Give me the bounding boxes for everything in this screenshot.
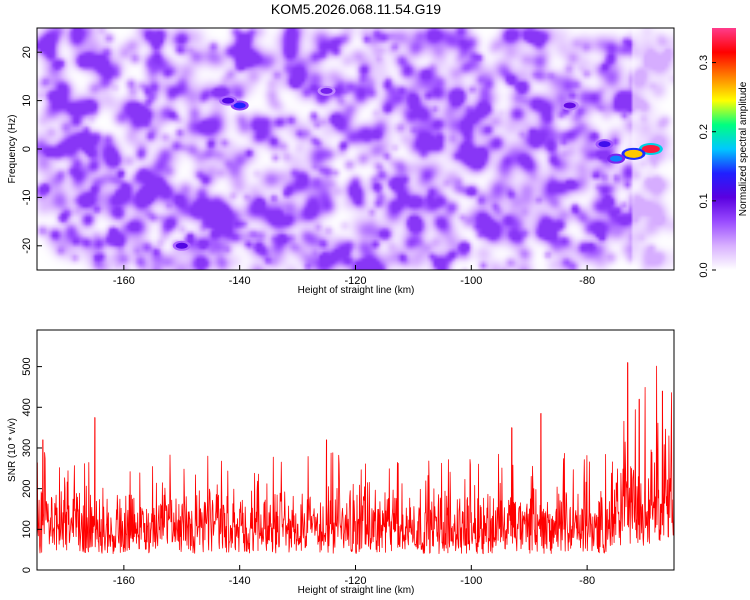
snr-x-label: Height of straight line (km) [298,585,415,596]
hotspot-3 [598,141,611,148]
colorbar-label: Normalized spectral amplitude [738,81,749,216]
y-tick-label: 100 [21,520,33,538]
x-tick-label: -80 [579,575,595,587]
y-tick-label: 10 [21,94,33,106]
x-tick-label: -140 [229,575,251,587]
y-tick-label: 20 [21,46,33,58]
y-tick-label: 200 [21,479,33,497]
snr-series-line [36,329,675,555]
colorbar: 0.0 0.1 0.2 0.3 Normalized spectral amplitu… [698,28,749,278]
hotspot-0 [641,145,660,153]
spectrogram-hotspots [172,85,663,251]
y-tick-label: 400 [21,398,33,416]
y-tick-label: 300 [21,439,33,457]
x-tick-label: -120 [344,575,366,587]
figure-title: KOM5.2026.068.11.54.G19 [271,1,441,17]
spectrogram-x-ticks: -160 -140 -120 -100 -80 [113,265,595,287]
snr-panel: -160 -140 -120 -100 -80 0 100 200 300 400 500 Hei… [7,329,675,596]
snr-y-label: SNR (10 * v/v) [7,418,18,482]
hotspot-6 [563,102,576,109]
colorbar-tick-label: 0.0 [698,262,710,277]
snr-y-ticks: 0 100 200 300 400 500 [21,357,42,573]
x-tick-label: -160 [113,275,135,287]
spectrogram-image [37,28,674,270]
snr-x-ticks: -160 -140 -120 -100 -80 [113,565,595,587]
y-tick-label: 0 [21,567,33,573]
hotspot-1 [624,149,643,158]
x-tick-label: -160 [113,575,135,587]
spectrogram-y-ticks: -20 -10 0 10 20 [21,46,42,254]
colorbar-gradient [712,28,736,270]
x-tick-label: -80 [579,275,595,287]
hotspot-4 [233,102,246,109]
hotspot-7 [175,242,188,249]
x-tick-label: -140 [229,275,251,287]
x-tick-label: -100 [460,575,482,587]
hotspot-8 [320,87,333,94]
y-tick-label: -10 [21,189,33,205]
hotspot-5 [222,97,235,104]
x-tick-label: -100 [460,275,482,287]
x-tick-label: -120 [344,275,366,287]
y-tick-label: 500 [21,357,33,375]
spectrogram-y-label: Frequency (Hz) [7,115,18,184]
colorbar-ticks: 0.0 0.1 0.2 0.3 [698,55,716,278]
y-tick-label: 0 [21,146,33,152]
colorbar-tick-label: 0.1 [698,193,710,208]
colorbar-tick-label: 0.3 [698,55,710,70]
spectrogram-x-label: Height of straight line (km) [298,285,415,296]
y-tick-label: -20 [21,238,33,254]
colorbar-tick-label: 0.2 [698,124,710,139]
hotspot-2 [610,155,623,162]
